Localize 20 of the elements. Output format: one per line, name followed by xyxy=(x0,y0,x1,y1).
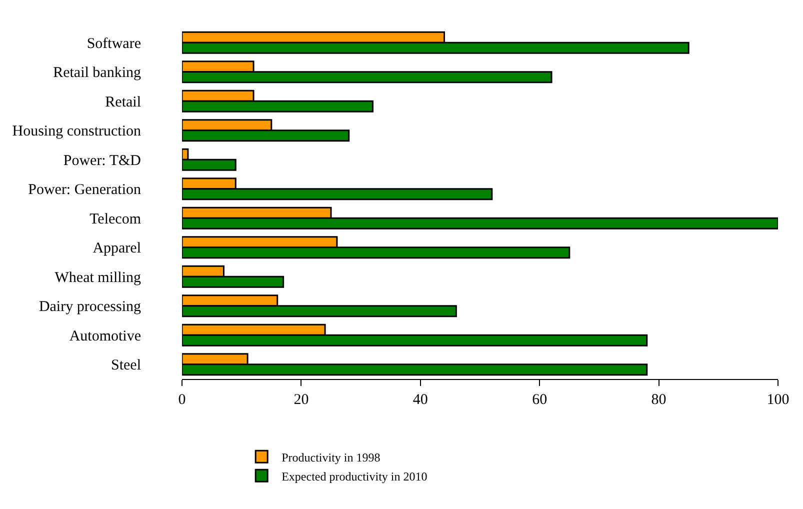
x-tick-label: 100 xyxy=(766,392,790,408)
y-tick-label: Power: T&D xyxy=(63,152,142,169)
legend-label: Productivity in 1998 xyxy=(282,450,380,464)
x-tick-label: 80 xyxy=(651,392,666,408)
y-tick-label: Apparel xyxy=(92,240,141,257)
y-tick-label: Wheat milling xyxy=(54,270,142,286)
x-tick-label: 0 xyxy=(178,392,186,408)
y-tick-label: Retail xyxy=(105,94,141,110)
y-tick-label: Telecom xyxy=(90,211,142,228)
y-tick-label: Power: Generation xyxy=(28,182,142,198)
y-tick-label: Automotive xyxy=(69,328,142,344)
y-tick-label: Retail banking xyxy=(53,65,142,82)
x-tick-label: 40 xyxy=(412,392,428,408)
x-tick-label: 20 xyxy=(294,392,309,408)
y-tick-label: Software xyxy=(86,36,142,52)
legend-label: Expected productivity in 2010 xyxy=(282,469,428,484)
y-tick-label: Housing construction xyxy=(12,124,142,140)
x-tick-label: 60 xyxy=(532,392,548,408)
y-tick-label: Dairy processing xyxy=(38,299,142,316)
y-tick-label: Steel xyxy=(111,358,141,374)
